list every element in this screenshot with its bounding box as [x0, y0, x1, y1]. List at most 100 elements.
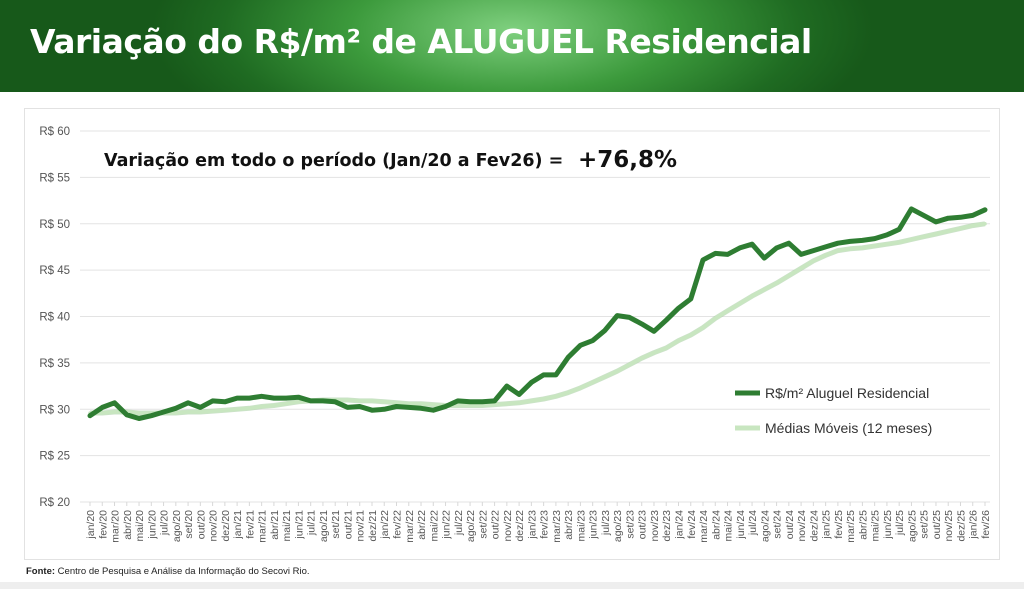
x-tick-label: set/24 — [772, 510, 784, 539]
x-tick-label: fev/23 — [539, 510, 551, 539]
x-tick-label: out/24 — [784, 510, 796, 539]
x-tick-label: nov/21 — [355, 510, 367, 542]
y-tick-label: R$ 25 — [39, 451, 70, 463]
x-tick-label: fev/26 — [980, 510, 992, 539]
x-tick-label: set/21 — [330, 510, 342, 539]
x-tick-label: jul/20 — [159, 510, 171, 536]
x-tick-label: jan/26 — [968, 510, 980, 540]
y-tick-label: R$ 40 — [39, 312, 70, 324]
x-tick-label: mar/21 — [257, 510, 269, 543]
gridlines — [80, 130, 990, 503]
x-tick-label: out/22 — [490, 510, 502, 539]
x-tick-label: jul/24 — [747, 510, 759, 536]
x-tick-label: out/23 — [637, 510, 649, 539]
x-tick-label: mar/20 — [110, 510, 122, 543]
x-tick-label: mai/21 — [281, 510, 293, 542]
x-tick-label: fev/21 — [244, 510, 256, 539]
x-tick-label: jul/25 — [894, 510, 906, 536]
x-tick-label: jan/22 — [379, 510, 391, 540]
x-tick-label: ago/21 — [318, 510, 330, 542]
x-tick-label: dez/24 — [808, 510, 820, 542]
x-tick-label: fev/22 — [392, 510, 404, 539]
x-tick-label: nov/22 — [502, 510, 514, 542]
x-tick-label: fev/25 — [833, 510, 845, 539]
legend: R$/m² Aluguel Residencial Médias Móveis … — [735, 385, 932, 436]
y-tick-label: R$ 30 — [39, 404, 70, 416]
x-tick-label: nov/24 — [796, 510, 808, 542]
legend-label-media: Médias Móveis (12 meses) — [765, 420, 932, 436]
x-tick-label: set/23 — [624, 510, 636, 539]
x-tick-label: ago/20 — [171, 510, 183, 542]
x-tick-label: jun/21 — [293, 510, 305, 540]
x-tick-label: nov/25 — [943, 510, 955, 542]
x-tick-label: abr/23 — [563, 510, 575, 540]
x-tick-label: jan/25 — [821, 510, 833, 540]
x-tick-label: set/20 — [183, 510, 195, 539]
x-tick-label: abr/20 — [122, 510, 134, 540]
y-tick-label: R$ 45 — [39, 265, 70, 277]
x-tick-label: jun/25 — [882, 510, 894, 540]
x-tick-label: jan/20 — [85, 510, 97, 540]
source-note: Fonte: Centro de Pesquisa e Análise da I… — [26, 566, 310, 577]
series-line-aluguel — [87, 206, 988, 421]
header-banner: Variação do R$/m² de ALUGUEL Residencial — [0, 0, 1024, 92]
y-tick-label: R$ 50 — [39, 219, 70, 231]
x-tick-label: out/21 — [342, 510, 354, 539]
annotation-value: +76,8% — [578, 147, 677, 173]
x-tick-label: mai/23 — [575, 510, 587, 542]
x-tick-label: nov/23 — [649, 510, 661, 542]
annotation-text: Variação em todo o período (Jan/20 a Fev… — [104, 151, 563, 171]
x-tick-label: abr/21 — [269, 510, 281, 540]
source-text: Centro de Pesquisa e Análise da Informaç… — [57, 566, 310, 577]
chart-frame — [24, 108, 1000, 560]
x-tick-label: jul/21 — [306, 510, 318, 536]
x-tick-label: ago/25 — [906, 510, 918, 542]
y-tick-label: R$ 35 — [39, 358, 70, 370]
x-tick-label: fev/20 — [97, 510, 109, 539]
x-tick-label: mar/22 — [404, 510, 416, 543]
x-tick-label: jun/22 — [441, 510, 453, 540]
y-axis-labels: R$ 20 R$ 25 R$ 30 R$ 35 R$ 40 R$ 45 R$ 50 R$ 55… — [39, 126, 70, 509]
series-line-media-movel — [88, 222, 987, 415]
x-tick-label: jun/23 — [588, 510, 600, 540]
x-tick-label: jul/22 — [453, 510, 465, 536]
x-tick-label: jun/20 — [146, 510, 158, 540]
y-tick-label: R$ 60 — [39, 126, 70, 138]
x-tick-label: mai/22 — [428, 510, 440, 542]
source-label: Fonte: — [26, 566, 56, 577]
x-tick-label: dez/22 — [514, 510, 526, 542]
x-tick-label: dez/20 — [220, 510, 232, 542]
x-tick-label: mai/20 — [134, 510, 146, 542]
x-tick-label: mar/25 — [845, 510, 857, 543]
x-tick-label: out/20 — [195, 510, 207, 539]
x-tick-label: jan/23 — [526, 510, 538, 540]
x-tick-label: set/25 — [919, 510, 931, 539]
x-tick-label: mar/23 — [551, 510, 563, 543]
x-tick-label: abr/22 — [416, 510, 428, 540]
x-tick-label: jul/23 — [600, 510, 612, 536]
x-tick-label: jan/21 — [232, 510, 244, 540]
x-tick-label: dez/23 — [661, 510, 673, 542]
x-tick-label: nov/20 — [208, 510, 220, 542]
x-tick-label: mar/24 — [698, 510, 710, 543]
x-tick-label: dez/25 — [955, 510, 967, 542]
x-tick-label: dez/21 — [367, 510, 379, 542]
x-tick-label: set/22 — [477, 510, 489, 539]
series-lines — [87, 206, 988, 421]
page-title: Variação do R$/m² de ALUGUEL Residencial — [30, 22, 812, 61]
x-tick-label: jun/24 — [735, 510, 747, 540]
x-tick-label: jan/24 — [673, 510, 685, 540]
x-tick-label: ago/24 — [759, 510, 771, 542]
y-tick-label: R$ 55 — [39, 172, 70, 184]
x-tick-label: abr/24 — [710, 510, 722, 540]
x-tick-label: out/25 — [931, 510, 943, 539]
x-tick-label: mai/25 — [870, 510, 882, 542]
x-tick-label: abr/25 — [857, 510, 869, 540]
x-tick-label: fev/24 — [686, 510, 698, 539]
footer-bar — [0, 582, 1024, 589]
x-tick-label: ago/23 — [612, 510, 624, 542]
legend-label-aluguel: R$/m² Aluguel Residencial — [765, 385, 929, 401]
x-tick-label: ago/22 — [465, 510, 477, 542]
x-tick-label: mai/24 — [723, 510, 735, 542]
